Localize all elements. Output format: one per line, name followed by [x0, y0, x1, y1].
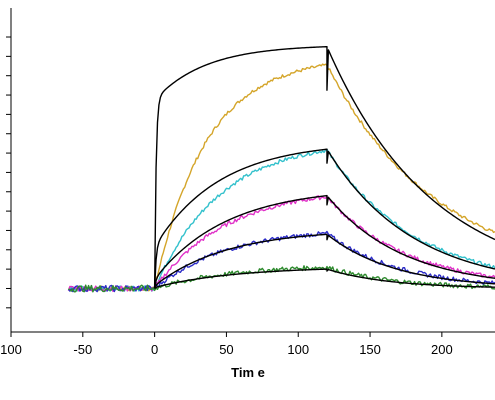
data-series-line [68, 63, 495, 292]
x-tick-label: 100 [0, 342, 22, 357]
data-series-line [68, 265, 495, 293]
x-tick-label: 100 [287, 342, 309, 357]
fit-curve-line [153, 45, 495, 289]
fit-layer [153, 45, 495, 290]
fit-curve-line [154, 268, 495, 290]
x-axis-title: Tim e [231, 365, 265, 380]
x-tick-label: 200 [431, 342, 453, 357]
x-tick-label: 50 [219, 342, 233, 357]
fit-curve-line [153, 233, 495, 289]
data-series-line [67, 148, 495, 292]
series-layer [67, 63, 495, 293]
fit-curve-line [153, 194, 495, 289]
x-tick-label: 150 [359, 342, 381, 357]
axes [6, 8, 495, 337]
fit-curve-line [153, 148, 495, 289]
x-tick-label: 0 [151, 342, 158, 357]
x-tick-label: -50 [73, 342, 92, 357]
labels: 100 -50 0 50 100 150 200 [0, 342, 453, 357]
